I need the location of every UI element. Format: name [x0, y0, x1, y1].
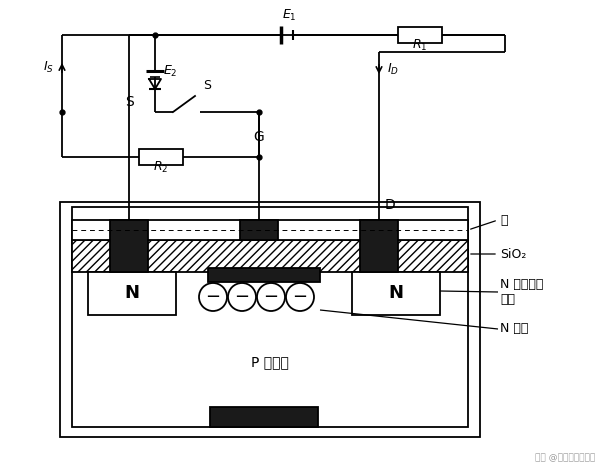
Text: $R_2$: $R_2$ — [153, 160, 168, 175]
Text: N: N — [125, 284, 139, 303]
Bar — [360, 220, 398, 272]
Bar — [60, 202, 480, 437]
Bar — [88, 272, 176, 315]
Text: N: N — [389, 284, 404, 303]
Bar — [398, 27, 442, 43]
Text: 铝: 铝 — [500, 213, 508, 226]
Text: S: S — [203, 79, 211, 92]
Text: $I_D$: $I_D$ — [387, 62, 399, 77]
Text: G: G — [254, 130, 265, 144]
Text: −: − — [235, 288, 250, 306]
Text: −: − — [205, 288, 221, 306]
Bar — [72, 240, 468, 272]
Text: $R_1$: $R_1$ — [412, 38, 428, 53]
Bar — [352, 272, 440, 315]
Text: $E_2$: $E_2$ — [163, 64, 178, 78]
Text: 知乎 @张克涵墨尔精英: 知乎 @张克涵墨尔精英 — [535, 453, 595, 462]
Text: P 型衬底: P 型衬底 — [251, 355, 289, 369]
Bar — [110, 220, 148, 272]
Text: N 沟道: N 沟道 — [500, 323, 529, 335]
Bar — [72, 220, 468, 240]
Bar — [208, 268, 320, 282]
Text: SiO₂: SiO₂ — [500, 248, 526, 261]
Text: $E_1$: $E_1$ — [281, 8, 296, 23]
Text: D: D — [385, 198, 396, 212]
Text: $I_S$: $I_S$ — [43, 60, 54, 75]
Text: −: − — [263, 288, 278, 306]
Bar — [210, 407, 318, 427]
Text: −: − — [292, 288, 308, 306]
Text: S: S — [125, 95, 133, 109]
Bar — [72, 207, 468, 427]
Bar — [139, 149, 182, 165]
Bar — [240, 220, 278, 240]
Text: N 型半导体
材料: N 型半导体 材料 — [500, 278, 544, 306]
